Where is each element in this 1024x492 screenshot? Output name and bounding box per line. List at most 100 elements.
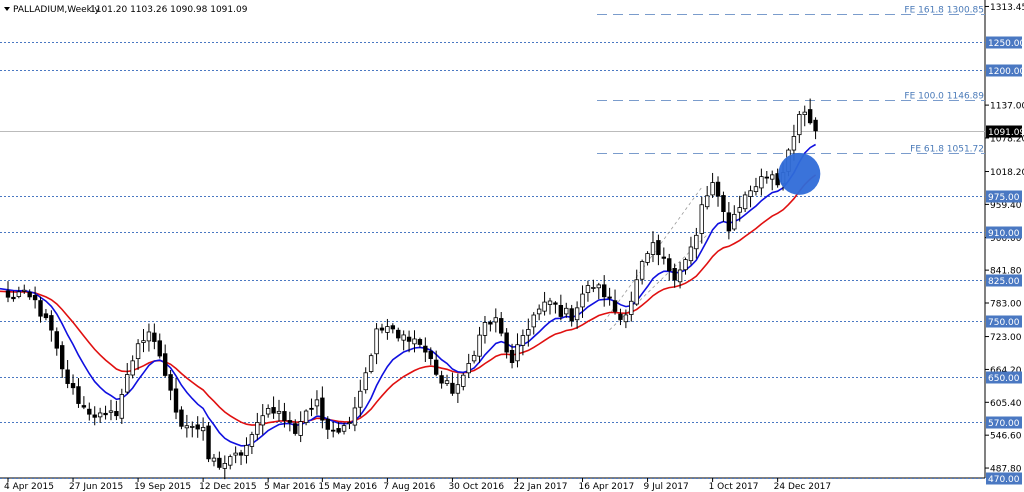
candle	[645, 251, 650, 266]
candle	[303, 409, 309, 426]
candle	[650, 231, 656, 263]
candle	[255, 412, 260, 441]
candle-body	[439, 375, 444, 384]
candle	[688, 236, 694, 265]
candle	[471, 350, 477, 364]
candle-body	[130, 360, 135, 376]
candle-body	[260, 415, 265, 426]
candle-body	[428, 350, 433, 359]
level-label: 1250.00	[988, 39, 1024, 49]
candle	[125, 363, 130, 395]
candle-body	[564, 307, 569, 315]
candle-body	[515, 344, 520, 362]
candle-body	[770, 174, 775, 180]
candle	[157, 333, 162, 359]
candles	[5, 98, 818, 480]
x-tick-label: 9 Jul 2017	[644, 482, 689, 492]
candle	[439, 370, 444, 389]
candle	[271, 396, 276, 419]
candle-body	[477, 334, 482, 357]
candle	[558, 294, 564, 321]
candle-body	[152, 332, 157, 342]
candle-body	[618, 313, 623, 320]
candle	[70, 374, 76, 395]
candle-body	[141, 340, 146, 343]
x-axis-ticks: 4 Apr 2015 27 Jun 2015 19 Sep 2015 12 Dec 2…	[4, 478, 831, 492]
candle-body	[249, 434, 255, 447]
candle-body	[813, 119, 818, 132]
candle-body	[607, 296, 612, 299]
dropdown-triangle-icon[interactable]	[4, 7, 10, 11]
candle-body	[173, 388, 179, 413]
candle	[813, 117, 818, 140]
candle	[206, 422, 211, 463]
candle	[726, 202, 732, 240]
candle-body	[444, 380, 450, 384]
candle	[520, 329, 526, 356]
candle	[38, 296, 43, 323]
candle-body	[629, 300, 634, 315]
candle-body	[661, 256, 667, 259]
y-tick-label: 1078.20	[990, 134, 1024, 144]
candle-body	[162, 353, 168, 376]
candle-body	[97, 412, 103, 418]
candle-body	[65, 369, 70, 384]
candle	[428, 347, 433, 366]
candle	[759, 168, 764, 196]
fibonacci-levels: FE 161.8 1300.85 FE 100.0 1146.89 FE 61.8 …	[597, 6, 985, 155]
candle-body	[667, 258, 672, 272]
candle	[737, 195, 742, 222]
candle-body	[585, 285, 591, 294]
candle	[385, 318, 390, 340]
candle	[379, 323, 385, 334]
candle-body	[368, 355, 374, 372]
candle	[797, 111, 802, 144]
candle	[103, 405, 108, 420]
candle-body	[27, 291, 32, 298]
candle	[477, 326, 482, 363]
candle	[358, 379, 363, 417]
candle	[325, 416, 330, 440]
x-tick-label: 30 Oct 2016	[448, 482, 504, 492]
candle	[461, 372, 466, 391]
candle	[233, 446, 238, 464]
candle	[108, 399, 114, 421]
candle	[341, 422, 347, 435]
candle	[119, 388, 125, 424]
candle-body	[265, 408, 271, 415]
candle-body	[748, 190, 753, 197]
candle	[710, 172, 715, 198]
candle	[32, 286, 38, 309]
fib-label: FE 61.8 1051.72	[910, 145, 984, 155]
candle-body	[238, 452, 244, 456]
candle	[135, 339, 141, 370]
candle-body	[16, 291, 22, 297]
y-tick-label: 1313.45	[990, 3, 1024, 13]
level-price-labels: 1250.00 1200.00 975.00 910.00 825.00 750.00 65…	[986, 36, 1024, 485]
candle	[721, 191, 726, 222]
candle-body	[493, 317, 498, 323]
candle	[244, 437, 249, 464]
candle	[265, 404, 271, 418]
horizontal-levels	[0, 42, 985, 479]
candle-body	[612, 300, 618, 312]
candle	[22, 284, 27, 294]
y-tick-label: 723.00	[990, 333, 1022, 343]
candle	[43, 308, 49, 321]
candle-body	[309, 407, 314, 410]
candle-body	[634, 279, 639, 305]
candle	[602, 275, 607, 307]
candle	[634, 269, 639, 306]
candle-body	[737, 207, 742, 213]
candle-body	[168, 374, 173, 391]
candle-body	[390, 325, 396, 330]
candle-body	[580, 293, 585, 308]
candle	[455, 373, 461, 403]
candle-body	[764, 176, 769, 179]
candle	[11, 290, 16, 302]
candle	[60, 341, 65, 378]
candle	[152, 323, 157, 350]
ohlc-values: 1101.20 1103.26 1090.98 1091.09	[90, 5, 248, 15]
